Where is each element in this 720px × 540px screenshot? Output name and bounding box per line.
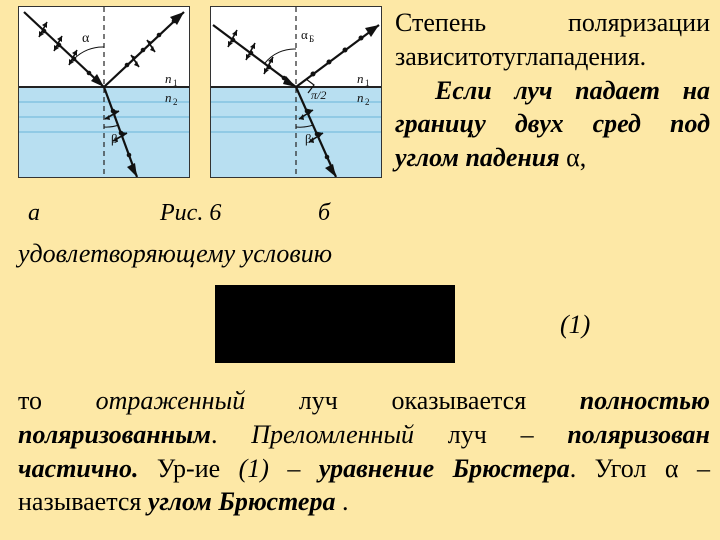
svg-text:n: n [165, 71, 172, 86]
diagram-b-svg: αБ β π/2 n1 n2 [211, 7, 381, 177]
p3-brewster-eq: уравнение Брюстера [319, 454, 570, 483]
svg-text:β: β [305, 131, 312, 146]
p3-refracted: Преломленный [251, 420, 414, 449]
p3-dot1: . [211, 420, 251, 449]
p1-line1: Степень поляризации [395, 8, 710, 37]
svg-text:n: n [165, 90, 172, 105]
svg-text:β: β [111, 131, 118, 146]
alpha-sym: α [566, 143, 580, 172]
p1-line2: зависитотуглападения. [395, 42, 646, 71]
p3-mid2: луч – [414, 420, 567, 449]
svg-text:1: 1 [365, 78, 370, 88]
equation-number: (1) [560, 310, 590, 340]
svg-text:α: α [82, 31, 90, 46]
text-paragraph-right: Степень поляризации зависитотуглападения… [395, 6, 710, 175]
figure-label-a: а [28, 200, 40, 227]
figure-panel-b: αБ β π/2 n1 n2 [210, 6, 382, 178]
svg-text:2: 2 [365, 97, 370, 107]
svg-text:2: 2 [173, 97, 178, 107]
comma: , [580, 143, 587, 172]
p3-to: то [18, 386, 96, 415]
svg-text:π/2: π/2 [311, 88, 326, 102]
text-condition-line: удовлетворяющему условию [18, 237, 418, 271]
p2-lead: Если луч падает [435, 76, 660, 105]
equation-box [215, 285, 455, 363]
text-paragraph-bottom: то отраженный луч оказывается полностью … [18, 384, 710, 519]
figure-caption: Рис. 6 [160, 200, 221, 227]
p3-dash: – [269, 454, 319, 483]
p3-reflected: отраженный [96, 386, 246, 415]
svg-text:n: n [357, 71, 364, 86]
svg-text:Б: Б [309, 34, 314, 44]
diagram-a-svg: α β n1 n2 [19, 7, 189, 177]
svg-text:1: 1 [173, 78, 178, 88]
p3-eqref: (1) [239, 454, 269, 483]
svg-text:n: n [357, 90, 364, 105]
svg-text:α: α [301, 27, 308, 42]
p3-mid: луч оказывается [245, 386, 580, 415]
p3-ur: Ур-ие [138, 454, 238, 483]
p3-brewster-angle: углом Брюстера [148, 487, 336, 516]
figure-label-b: б [318, 200, 330, 227]
figure-panel-a: α β n1 n2 [18, 6, 190, 178]
p3-dot3: . [335, 487, 348, 516]
